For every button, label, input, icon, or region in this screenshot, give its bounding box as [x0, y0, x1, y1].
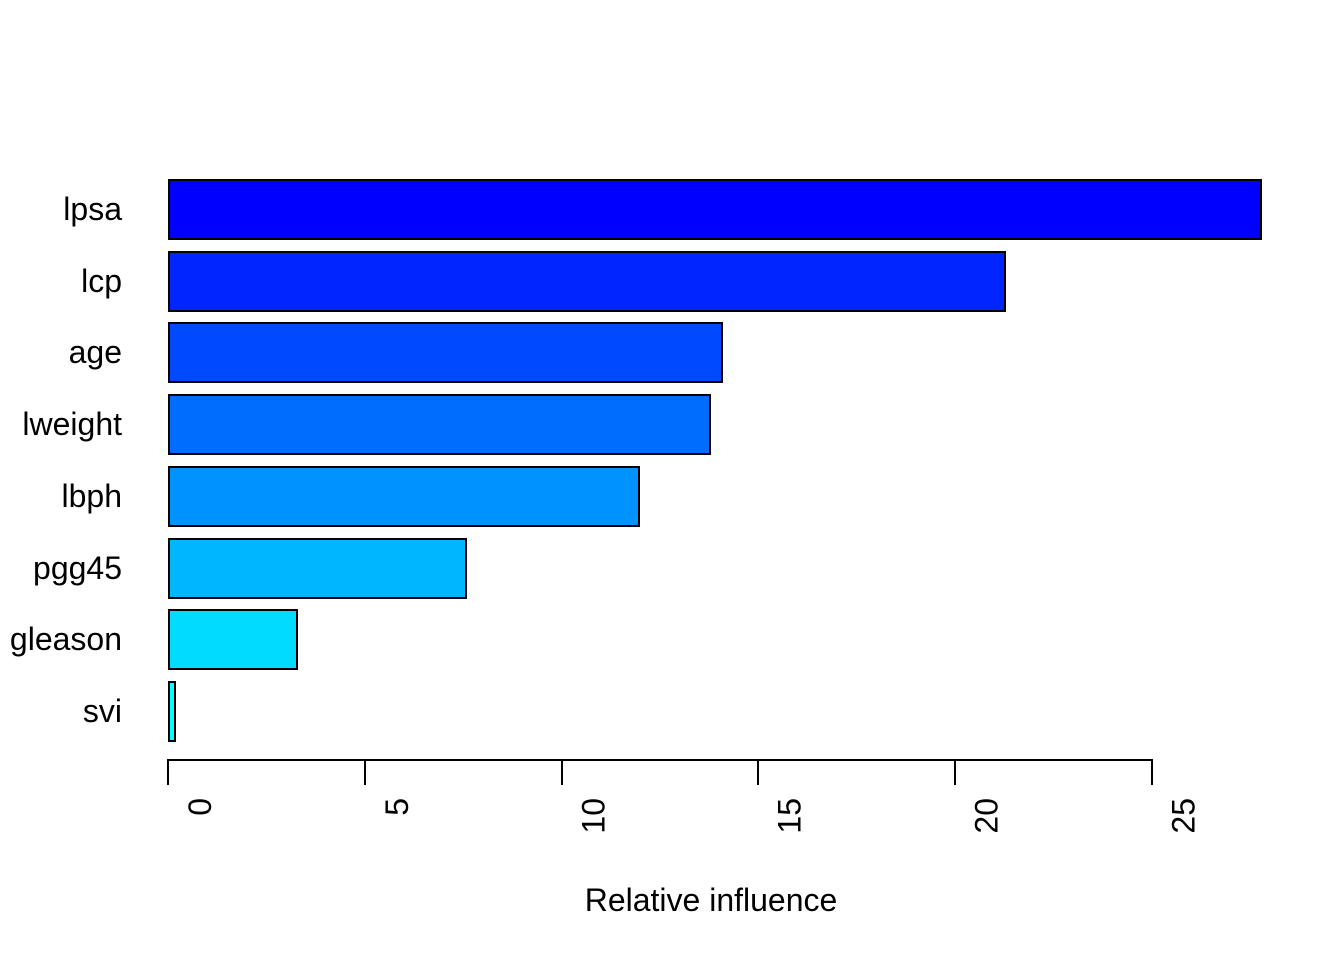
- bar-pgg45: [168, 538, 467, 599]
- x-axis-tick-label: 20: [969, 798, 1005, 834]
- bar-lpsa: [168, 179, 1262, 240]
- category-label-lweight: lweight: [22, 406, 122, 442]
- x-axis-tick: [757, 761, 759, 785]
- category-label-age: age: [68, 334, 122, 370]
- x-axis-tick: [167, 761, 169, 785]
- x-axis-tick-label: 25: [1166, 798, 1202, 834]
- category-label-lcp: lcp: [81, 263, 122, 299]
- category-label-pgg45: pgg45: [33, 550, 122, 586]
- x-axis-title: Relative influence: [584, 882, 838, 918]
- x-axis-tick-label: 5: [379, 798, 415, 816]
- x-axis-tick-label: 15: [772, 798, 808, 834]
- x-axis-tick: [1151, 761, 1153, 785]
- category-label-lbph: lbph: [61, 478, 123, 514]
- bar-lbph: [168, 466, 640, 527]
- x-axis-tick-label: 10: [576, 798, 612, 834]
- x-axis-tick: [561, 761, 563, 785]
- x-axis-tick-label: 0: [182, 798, 218, 816]
- bar-lweight: [168, 394, 711, 455]
- category-label-gleason: gleason: [9, 621, 122, 657]
- bar-gleason: [168, 609, 298, 670]
- category-label-svi: svi: [82, 693, 122, 729]
- bar-age: [168, 322, 723, 383]
- x-axis-tick: [364, 761, 366, 785]
- bar-lcp: [168, 251, 1006, 312]
- x-axis-line: [167, 759, 1153, 761]
- x-axis-tick: [954, 761, 956, 785]
- category-label-lpsa: lpsa: [63, 191, 122, 227]
- bar-svi: [168, 681, 176, 742]
